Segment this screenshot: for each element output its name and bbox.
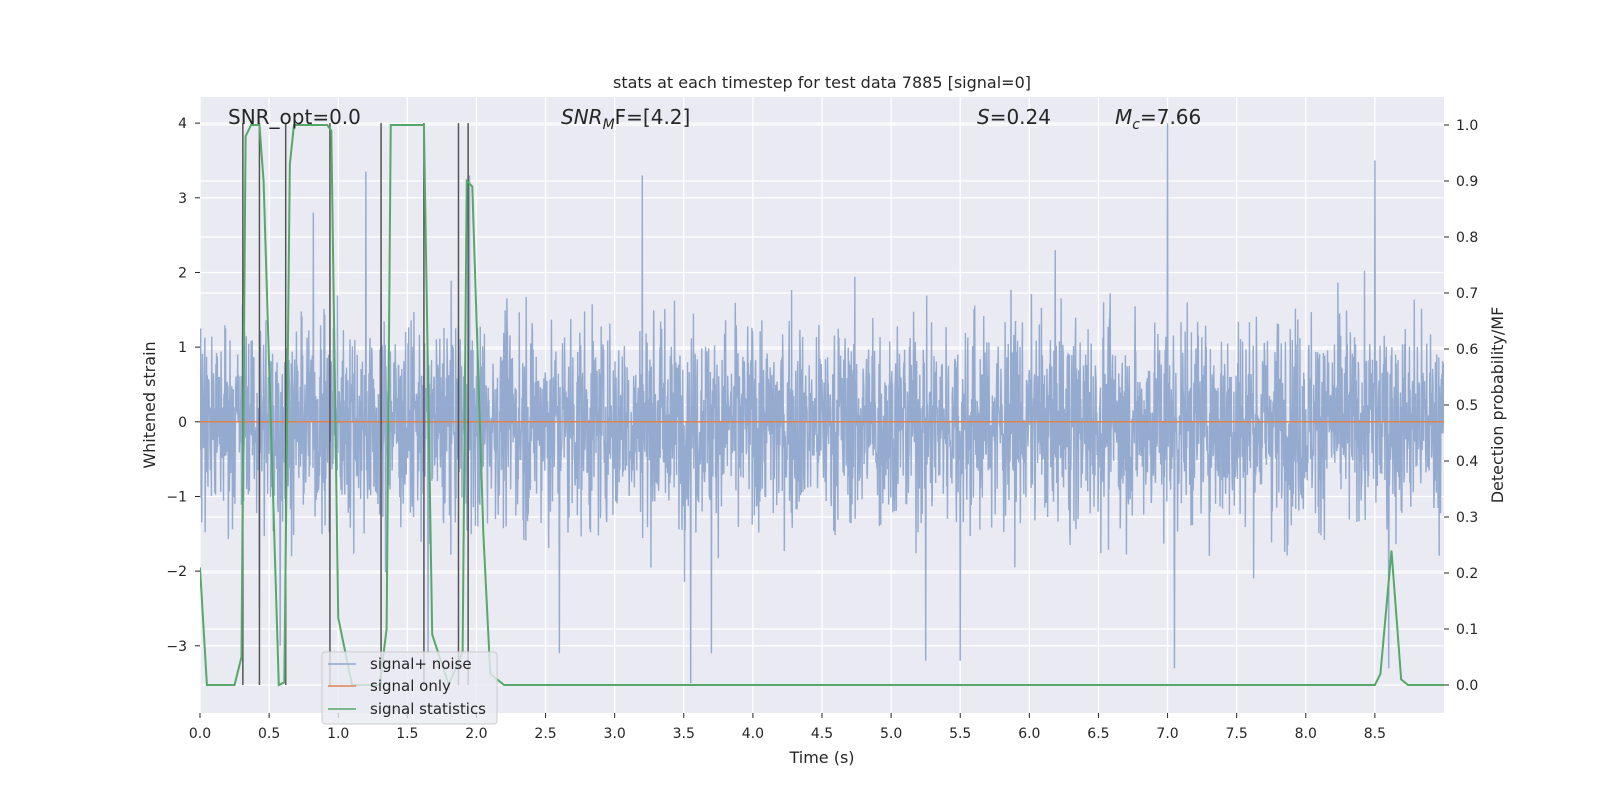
s-val: =0.24 xyxy=(990,105,1051,129)
legend: signal+ noise signal only signal statist… xyxy=(321,651,498,725)
x-tick-label: 1.0 xyxy=(327,726,349,742)
x-tick-label: 1.5 xyxy=(396,726,418,742)
series-signal-noise xyxy=(200,123,1444,684)
y-right-tick-label: 0.9 xyxy=(1456,174,1478,190)
y-tick-label: −1 xyxy=(166,489,187,505)
snr-mf-rest: F=[4.2] xyxy=(615,105,691,129)
legend-label-signal: signal only xyxy=(370,677,451,695)
y-right-tick-label: 0.8 xyxy=(1456,230,1478,246)
x-tick-label: 3.0 xyxy=(604,726,626,742)
x-tick-label: 0.5 xyxy=(258,726,280,742)
y-tick-label: 1 xyxy=(178,340,187,356)
annotation-s: S=0.24 xyxy=(977,105,1051,129)
y-tick-label: 3 xyxy=(178,191,187,207)
annotation-mc: Mc=7.66 xyxy=(1115,105,1201,133)
legend-box xyxy=(321,651,498,725)
x-tick-label: 7.0 xyxy=(1156,726,1178,742)
x-axis-label: Time (s) xyxy=(788,748,854,767)
chart-title: stats at each timestep for test data 788… xyxy=(613,73,1031,92)
y-axis-right-ticks: 1.0 0.9 0.8 0.7 0.6 0.5 0.4 0.3 0.2 0.1 0.0 xyxy=(1444,118,1478,694)
mc-sub: c xyxy=(1132,117,1140,133)
y-tick-label: 0 xyxy=(178,415,187,431)
legend-label-noise: signal+ noise xyxy=(370,655,472,673)
y-right-tick-label: 0.7 xyxy=(1456,286,1478,302)
x-tick-label: 2.0 xyxy=(465,726,487,742)
y-right-tick-label: 0.3 xyxy=(1456,510,1478,526)
y-right-tick-label: 0.5 xyxy=(1456,398,1478,414)
noise-line xyxy=(200,123,1444,684)
x-tick-label: 6.5 xyxy=(1087,726,1109,742)
x-tick-label: 8.5 xyxy=(1364,726,1386,742)
snr-mf-sub: M xyxy=(603,117,615,133)
y-tick-label: −2 xyxy=(166,564,187,580)
x-tick-label: 5.5 xyxy=(949,726,971,742)
y-axis-right-label: Detection probability/MF xyxy=(1488,307,1507,504)
y-axis-label: Whitened strain xyxy=(140,341,159,468)
x-tick-label: 4.0 xyxy=(742,726,764,742)
y-right-tick-label: 0.0 xyxy=(1456,678,1478,694)
y-right-tick-label: 0.6 xyxy=(1456,342,1478,358)
x-tick-label: 0.0 xyxy=(189,726,211,742)
mc-var: M xyxy=(1115,105,1132,129)
annotation-snr-mf: SNRMF=[4.2] xyxy=(561,105,690,133)
mc-val: =7.66 xyxy=(1140,105,1201,129)
snr-mf-main: SNR xyxy=(561,105,603,129)
x-tick-label: 7.5 xyxy=(1226,726,1248,742)
s-var: S xyxy=(977,105,990,129)
x-tick-label: 5.0 xyxy=(880,726,902,742)
y-tick-label: 2 xyxy=(178,265,187,281)
x-tick-label: 2.5 xyxy=(534,726,556,742)
x-tick-label: 4.5 xyxy=(811,726,833,742)
x-tick-label: 3.5 xyxy=(673,726,695,742)
x-tick-label: 6.0 xyxy=(1018,726,1040,742)
x-tick-label: 8.0 xyxy=(1295,726,1317,742)
y-right-tick-label: 0.1 xyxy=(1456,622,1478,638)
y-right-tick-label: 0.2 xyxy=(1456,566,1478,582)
y-tick-label: 4 xyxy=(178,116,187,132)
legend-label-stats: signal statistics xyxy=(370,700,486,718)
y-axis-ticks: 4 3 2 1 0 −1 −2 −3 xyxy=(166,116,200,655)
y-right-tick-label: 1.0 xyxy=(1456,118,1478,134)
x-axis-ticks: 0.0 0.5 1.0 1.5 2.0 2.5 3.0 3.5 4.0 4.5 5.0 5.5 6.0 6… xyxy=(189,713,1386,742)
y-tick-label: −3 xyxy=(166,639,187,655)
annotation-snr-opt: SNR_opt=0.0 xyxy=(228,105,361,129)
y-right-tick-label: 0.4 xyxy=(1456,454,1478,470)
